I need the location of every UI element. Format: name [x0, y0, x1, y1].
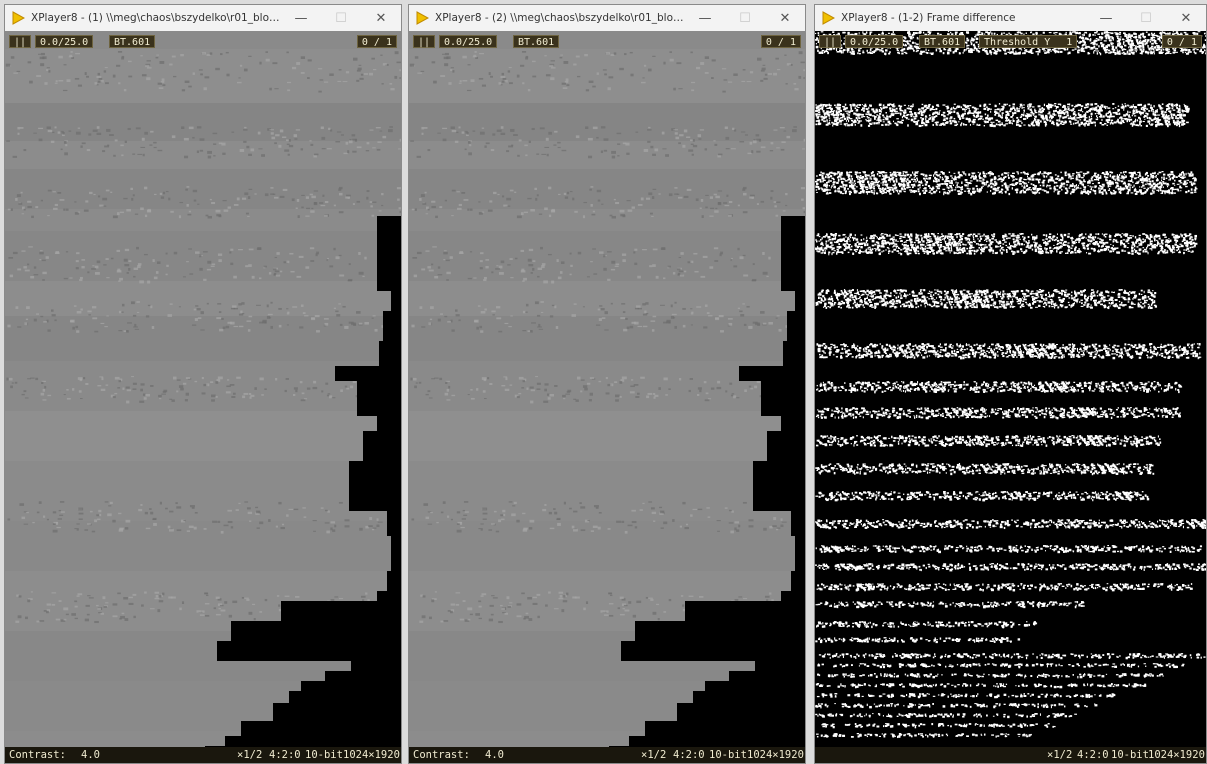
threshold-label-text: Threshold Y [984, 37, 1051, 48]
maximize-button[interactable]: ☐ [1140, 10, 1152, 26]
frame-image [5, 31, 401, 763]
time-display: 0.0/25.0 [845, 35, 904, 48]
scale-indicator: ×1/2 [237, 749, 263, 761]
window-title: XPlayer8 - (1) \\meg\chaos\bszydelko\r01… [31, 12, 281, 24]
difference-window[interactable]: XPlayer8 - (1-2) Frame difference — ☐ ✕ … [814, 4, 1207, 764]
contrast-value[interactable]: 4.0 [485, 749, 504, 761]
minimize-button[interactable]: — [294, 10, 308, 26]
close-button[interactable]: ✕ [1180, 10, 1192, 26]
difference-frame[interactable]: || 0.0/25.0 BT.601 Threshold Y 1 0 / 1 ×… [815, 31, 1206, 763]
contrast-label: Contrast: [9, 749, 66, 761]
video-frame[interactable]: || 0.0/25.0 BT.601 0 / 1 Contrast: 4.0 ×… [5, 31, 401, 763]
chroma-format: 4:2:0 [1077, 749, 1109, 761]
minimize-button[interactable]: — [1099, 10, 1113, 26]
colorspace-badge[interactable]: BT.601 [109, 35, 156, 48]
maximize-button[interactable]: ☐ [739, 10, 751, 26]
colorspace-badge[interactable]: BT.601 [513, 35, 560, 48]
frame-counter: 0 / 1 [356, 35, 397, 48]
frame-counter: 0 / 1 [760, 35, 801, 48]
pause-indicator[interactable]: || [819, 35, 842, 48]
play-triangle-icon [822, 11, 835, 25]
title-bar[interactable]: XPlayer8 - (1) \\meg\chaos\bszydelko\r01… [5, 5, 401, 31]
title-bar[interactable]: XPlayer8 - (2) \\meg\chaos\bszydelko\r01… [409, 5, 805, 31]
resolution: 1024×1920 [1148, 749, 1205, 761]
difference-image [815, 31, 1206, 763]
time-display: 0.0/25.0 [439, 35, 498, 48]
close-button[interactable]: ✕ [779, 10, 791, 26]
status-bar: Contrast: 4.0 ×1/2 4:2:0 10-bit 1024×192… [5, 747, 401, 763]
play-triangle-icon [416, 11, 429, 25]
colorspace-badge[interactable]: BT.601 [919, 35, 966, 48]
resolution: 1024×1920 [343, 749, 400, 761]
chroma-format: 4:2:0 [673, 749, 705, 761]
scale-indicator: ×1/2 [641, 749, 667, 761]
window-title: XPlayer8 - (2) \\meg\chaos\bszydelko\r01… [435, 12, 685, 24]
window-title: XPlayer8 - (1-2) Frame difference [841, 12, 1016, 24]
status-bar: ×1/2 4:2:0 10-bit 1024×1920 [815, 747, 1206, 763]
contrast-value[interactable]: 4.0 [81, 749, 100, 761]
bit-depth: 10-bit [709, 749, 747, 761]
video-frame[interactable]: || 0.0/25.0 BT.601 0 / 1 Contrast: 4.0 ×… [409, 31, 805, 763]
chroma-format: 4:2:0 [269, 749, 301, 761]
threshold-value[interactable]: 1 [1066, 37, 1073, 48]
player-window-1[interactable]: XPlayer8 - (1) \\meg\chaos\bszydelko\r01… [4, 4, 402, 764]
play-triangle-icon [12, 11, 25, 25]
bit-depth: 10-bit [305, 749, 343, 761]
close-button[interactable]: ✕ [375, 10, 387, 26]
scale-indicator: ×1/2 [1047, 749, 1073, 761]
resolution: 1024×1920 [747, 749, 804, 761]
frame-counter: 0 / 1 [1161, 35, 1202, 48]
maximize-button[interactable]: ☐ [335, 10, 347, 26]
bit-depth: 10-bit [1111, 749, 1149, 761]
player-window-2[interactable]: XPlayer8 - (2) \\meg\chaos\bszydelko\r01… [408, 4, 806, 764]
time-display: 0.0/25.0 [35, 35, 94, 48]
minimize-button[interactable]: — [698, 10, 712, 26]
threshold-label[interactable]: Threshold Y 1 [979, 35, 1078, 48]
frame-image [409, 31, 805, 763]
status-bar: Contrast: 4.0 ×1/2 4:2:0 10-bit 1024×192… [409, 747, 805, 763]
pause-indicator[interactable]: || [9, 35, 32, 48]
contrast-label: Contrast: [413, 749, 470, 761]
title-bar[interactable]: XPlayer8 - (1-2) Frame difference — ☐ ✕ [815, 5, 1206, 31]
pause-indicator[interactable]: || [413, 35, 436, 48]
